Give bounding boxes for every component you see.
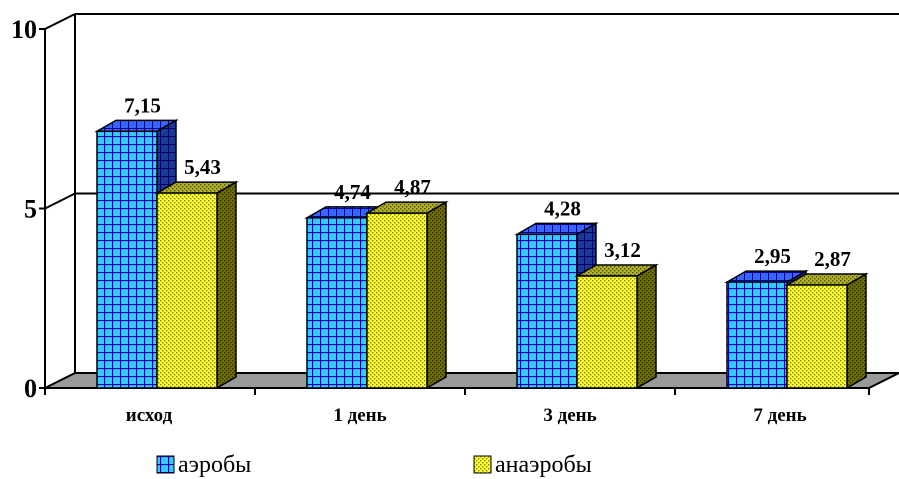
x-tick-label: 3 день <box>543 405 596 426</box>
bar-front <box>576 275 638 389</box>
legend-swatch-anaero <box>473 455 492 474</box>
bar-front <box>366 212 428 389</box>
y-tick-label: 10 <box>11 15 37 44</box>
bar-front <box>96 130 158 389</box>
side-wall-top-edge <box>44 13 76 30</box>
data-label-anaero: 4,87 <box>394 175 431 199</box>
legend: аэробы анаэробы <box>156 452 592 478</box>
x-tick-label: исход <box>126 405 173 426</box>
y-tick-label: 0 <box>24 374 37 403</box>
bar-side <box>846 272 867 390</box>
bar-side <box>636 263 657 390</box>
y-axis-ticks: 0 5 10 <box>11 15 45 403</box>
data-label-aero: 2,95 <box>754 244 791 268</box>
data-labels: 7,15 5,43 4,74 4,87 4,28 3,12 2,95 2,87 <box>124 93 851 271</box>
x-tick-label: 1 день <box>333 405 386 426</box>
legend-label-anaero: анаэробы <box>495 452 592 478</box>
bar-front <box>306 217 368 389</box>
bar-anaero <box>574 263 659 390</box>
data-label-aero: 4,74 <box>334 180 371 204</box>
bar-side <box>426 200 447 390</box>
side-wall-grid-5 <box>44 192 76 210</box>
bar-front <box>726 281 788 389</box>
bar-anaero <box>154 180 239 390</box>
bar-front <box>516 233 578 389</box>
legend-item-aero: аэробы <box>156 452 251 478</box>
bar-anaero <box>784 272 869 390</box>
bars <box>94 119 869 390</box>
y-tick-label: 5 <box>24 195 37 224</box>
bar-side <box>216 180 237 390</box>
x-tick-label: 7 день <box>753 405 806 426</box>
category-labels: исход 1 день 3 день 7 день <box>44 388 870 426</box>
data-label-aero: 4,28 <box>544 196 581 220</box>
legend-swatch-aero <box>156 455 175 474</box>
bar-front <box>786 284 848 389</box>
data-label-aero: 7,15 <box>124 93 161 117</box>
bar-anaero <box>364 200 449 390</box>
legend-item-anaero: анаэробы <box>473 452 592 478</box>
data-label-anaero: 5,43 <box>184 155 221 179</box>
data-label-anaero: 2,87 <box>814 247 851 271</box>
bar-front <box>156 192 218 389</box>
data-label-anaero: 3,12 <box>604 238 641 262</box>
legend-label-aero: аэробы <box>178 452 251 478</box>
